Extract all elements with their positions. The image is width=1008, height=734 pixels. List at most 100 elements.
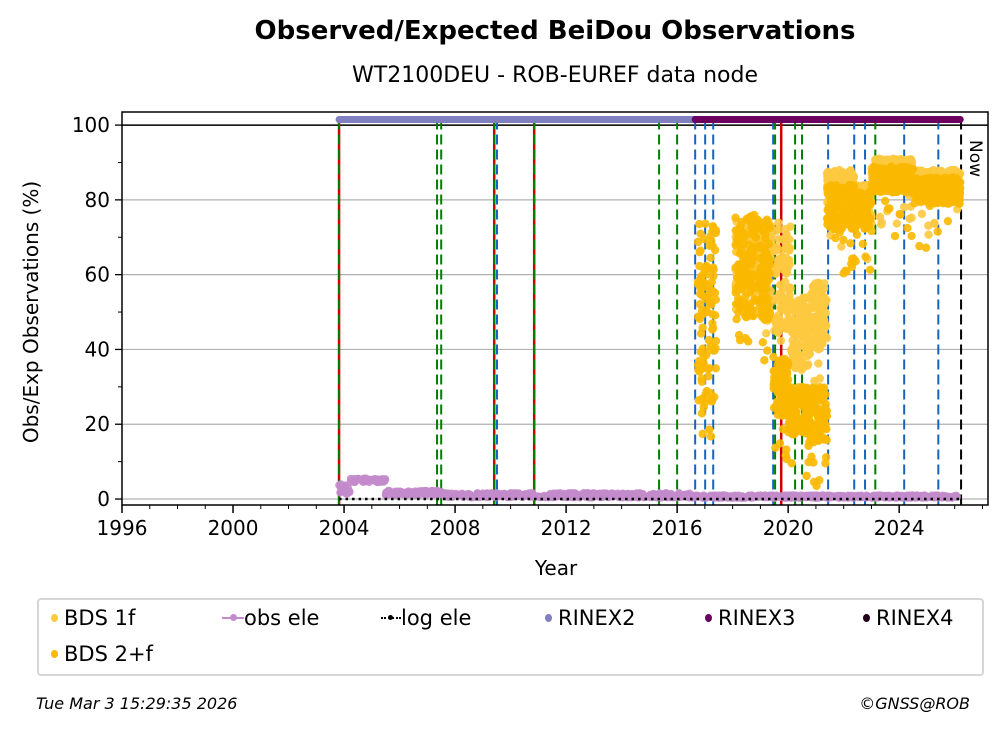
bds-2f-point xyxy=(702,261,711,271)
bds-1f-point xyxy=(781,233,790,243)
bds-2f-point xyxy=(898,163,908,172)
bds-1f-point xyxy=(892,219,902,228)
bds-1f-point xyxy=(784,255,794,265)
bds-2f-point xyxy=(750,294,759,304)
bds-2f-point xyxy=(950,177,959,186)
dot-icon xyxy=(51,614,58,622)
bds-2f-point xyxy=(794,415,804,424)
x-tick-label: 2000 xyxy=(208,516,259,540)
bds-2f-point xyxy=(801,383,811,393)
legend-obs-ele: obs ele xyxy=(222,606,319,630)
bds-2f-point xyxy=(760,356,769,365)
legend: BDS 1f obs ele log ele RINEX2 RINEX3 RIN… xyxy=(37,598,984,676)
bds-2f-point xyxy=(742,311,751,320)
bds-2f-point xyxy=(747,260,756,270)
x-tick-label: 2012 xyxy=(541,516,592,540)
bds-2f-point xyxy=(933,227,942,236)
bds-2f-point xyxy=(698,395,707,404)
obs-ele-point xyxy=(492,492,501,501)
bds-2f-point xyxy=(792,407,801,417)
bds-2f-point xyxy=(698,429,707,439)
obs-ele-point xyxy=(419,489,428,498)
bds-2f-point xyxy=(808,408,818,417)
bds-2f-point xyxy=(700,234,709,244)
timestamp: Tue Mar 3 15:29:35 2026 xyxy=(36,694,238,713)
bds-2f-point xyxy=(831,233,840,243)
copyright: ©GNSS@ROB xyxy=(859,694,970,713)
bds-2f-point xyxy=(693,237,703,247)
bds-1f-point xyxy=(787,305,796,314)
bds-1f-point xyxy=(817,337,826,347)
bds-2f-point xyxy=(869,178,879,187)
y-tick-label: 40 xyxy=(85,337,110,361)
bds-2f-point xyxy=(806,400,816,409)
obs-ele-point xyxy=(350,476,359,485)
dot-icon xyxy=(705,614,712,622)
bds-1f-point xyxy=(871,156,880,165)
bds-2f-point xyxy=(763,346,772,355)
x-tick-label: 2024 xyxy=(874,516,925,540)
obs-ele-point xyxy=(484,491,493,500)
bds-2f-point xyxy=(861,252,870,261)
bds-2f-point xyxy=(785,424,794,434)
bds-2f-point xyxy=(787,459,796,468)
bds-1f-point xyxy=(775,225,784,234)
bds-2f-point xyxy=(858,198,867,207)
bds-2f-point xyxy=(693,360,703,370)
bds-1f-point xyxy=(781,277,790,287)
y-tick-label: 20 xyxy=(85,412,110,436)
x-tick-label: 2008 xyxy=(430,516,481,540)
dot-icon xyxy=(51,650,58,658)
bds-2f-point xyxy=(820,422,829,431)
bds-2f-point xyxy=(777,411,787,420)
y-axis-label: Obs/Exp Observations (%) xyxy=(19,181,43,443)
bds-2f-point xyxy=(931,198,940,208)
bds-2f-point xyxy=(851,257,860,266)
bds-2f-point xyxy=(865,265,875,275)
bds-2f-point xyxy=(783,386,793,395)
obs-ele-point xyxy=(517,490,526,499)
bds-1f-point xyxy=(832,174,842,183)
bds-2f-point xyxy=(910,177,920,186)
bds-2f-point xyxy=(773,360,782,370)
x-tick-label: 2016 xyxy=(652,516,703,540)
bds-1f-point xyxy=(781,224,791,234)
bds-1f-point xyxy=(835,165,844,175)
bds-2f-point xyxy=(696,329,706,338)
obs-ele-point xyxy=(587,491,596,500)
bds-2f-point xyxy=(708,286,717,296)
obs-ele-point xyxy=(340,487,349,496)
bds-2f-point xyxy=(756,254,765,263)
legend-label: log ele xyxy=(401,606,472,630)
obs-ele-point xyxy=(459,493,468,502)
bds-2f-point xyxy=(775,367,784,376)
bds-2f-point xyxy=(852,211,861,220)
bds-2f-point xyxy=(830,211,839,220)
bds-2f-point xyxy=(945,185,954,194)
bds-1f-point xyxy=(785,246,794,255)
bds-2f-point xyxy=(704,363,714,373)
bds-2f-point xyxy=(760,296,770,305)
obs-ele-point xyxy=(854,493,863,502)
bds-2f-point xyxy=(852,204,862,214)
dot-icon xyxy=(545,614,552,622)
bds-2f-point xyxy=(701,219,710,228)
bds-2f-point xyxy=(761,217,770,227)
dotted-line-icon xyxy=(381,615,401,620)
bds-2f-point xyxy=(810,384,820,393)
bds-2f-point xyxy=(731,213,740,222)
bds-2f-point xyxy=(793,399,803,409)
bds-2f-point xyxy=(706,396,715,405)
bds-1f-point xyxy=(837,242,846,251)
bds-2f-point xyxy=(807,422,816,431)
obs-ele-point xyxy=(410,491,419,500)
bds-2f-point xyxy=(901,170,910,180)
legend-bds-1f: BDS 1f xyxy=(51,606,135,630)
bds-1f-point xyxy=(820,319,830,329)
obs-ele-point xyxy=(393,490,402,499)
y-tick-label: 60 xyxy=(85,263,110,287)
bds-1f-point xyxy=(930,219,939,228)
bds-2f-point xyxy=(708,309,717,319)
bds-2f-point xyxy=(837,222,847,232)
